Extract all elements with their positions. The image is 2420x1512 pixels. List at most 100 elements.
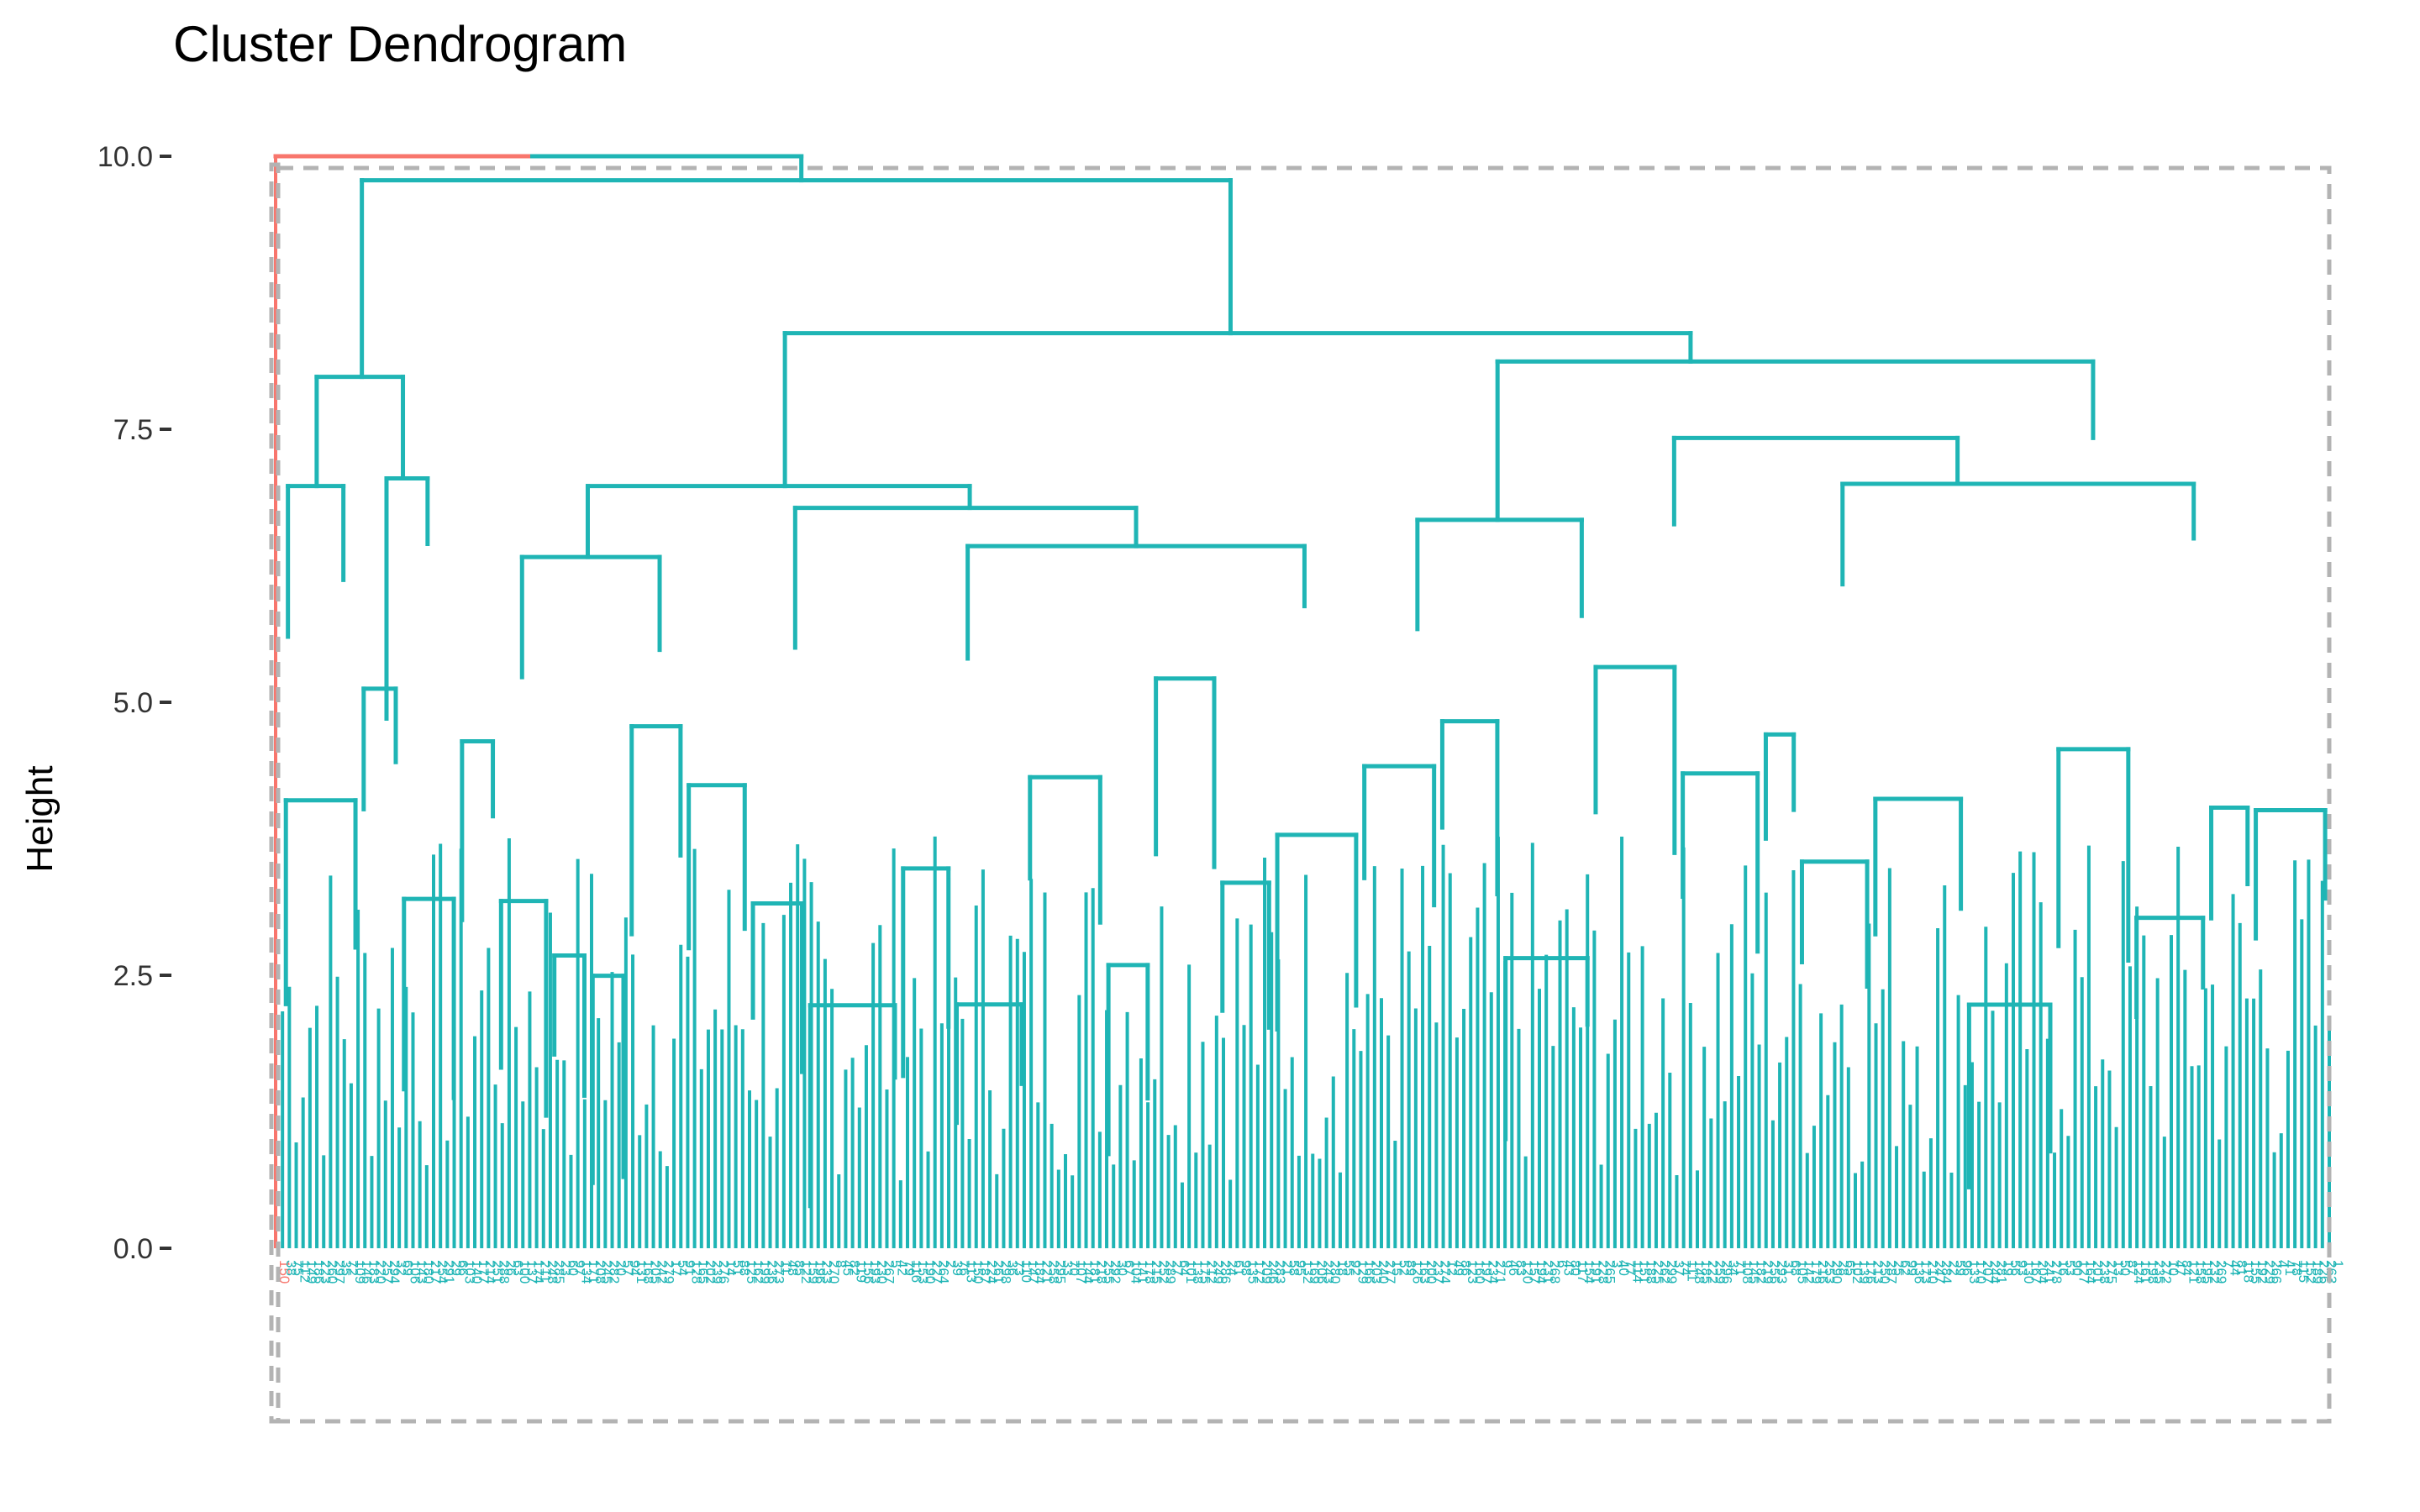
leaf-label: 288 [497, 1260, 513, 1284]
leaf-label: 184 [1032, 1260, 1048, 1284]
leaf-label: 225 [1650, 1260, 1666, 1284]
leaf-label: 178 [1142, 1260, 1158, 1284]
leaf-label: 165 [696, 1260, 712, 1284]
leaf-label: 81 [2234, 1260, 2250, 1276]
leaf-label: 137 [523, 1260, 539, 1284]
leaf-label: 12 [1444, 1260, 1460, 1276]
leaf-label: 105 [1794, 1260, 1810, 1284]
leaf-label: 113 [963, 1260, 979, 1283]
leaf-label: 224 [984, 1260, 1000, 1284]
leaf-label: 264 [936, 1260, 952, 1284]
leaf-label: 111 [1685, 1260, 1701, 1282]
leaf-label: 124 [2131, 1260, 2147, 1284]
leaf-label: 253 [1822, 1260, 1838, 1284]
leaf-label: 77 [1623, 1260, 1639, 1276]
leaf-label: 32 [393, 1260, 409, 1276]
leaf-label: 122 [798, 1260, 814, 1284]
leaf-label: 28 [1835, 1260, 1851, 1276]
leaf-label: 213 [1870, 1260, 1886, 1284]
leaf-label: 185 [1698, 1260, 1714, 1284]
leaf-label: 156 [860, 1260, 876, 1284]
leaf-label: 153 [915, 1260, 931, 1284]
leaf-label: 26 [503, 1260, 519, 1276]
leaf-label: 3 [1609, 1260, 1625, 1268]
leaf-label: 120 [1519, 1260, 1535, 1284]
leaf-label: 295 [1053, 1260, 1069, 1284]
leaf-label: 293 [1774, 1260, 1790, 1284]
leaf-label: 119 [854, 1260, 870, 1283]
leaf-label: 67 [1121, 1260, 1137, 1276]
leaf-label: 16 [2055, 1260, 2071, 1276]
leaf-label: 222 [1705, 1260, 1721, 1284]
leaf-label: 259 [1712, 1260, 1728, 1284]
leaf-label: 186 [311, 1260, 327, 1284]
leaf-label: 14 [723, 1260, 739, 1276]
leaf-label: 285 [551, 1260, 567, 1284]
leaf-label: 278 [2049, 1260, 2065, 1284]
leaf-label: 280 [1328, 1260, 1344, 1284]
leaf-label: 118 [2241, 1260, 2257, 1283]
leaf-label: 247 [1932, 1260, 1948, 1284]
leaf-label: 38 [283, 1260, 299, 1276]
leaf-label: 6 [1554, 1260, 1570, 1268]
leaf-label: 98 [1238, 1260, 1254, 1276]
leaf-label: 34 [1726, 1260, 1742, 1276]
leaf-label: 56 [2007, 1260, 2023, 1276]
leaf-label: 29 [448, 1260, 464, 1276]
leaf-label: 258 [1045, 1260, 1061, 1284]
leaf-label: 107 [1073, 1260, 1089, 1284]
leaf-label: 171 [586, 1260, 602, 1284]
leaf-label: 23 [558, 1260, 574, 1276]
leaf-label: 66 [455, 1260, 471, 1276]
leaf-label: 256 [1767, 1260, 1783, 1284]
leaf-label: 245 [599, 1260, 615, 1284]
y-tick-label: 5.0 [113, 687, 153, 719]
leaf-label: 274 [1437, 1260, 1453, 1284]
leaf-label: 161 [2138, 1260, 2154, 1284]
leaf-label: 231 [1540, 1260, 1556, 1284]
leaf-label: 284 [1939, 1260, 1954, 1284]
leaf-label: 272 [2159, 1260, 2175, 1284]
leaf-label: 45 [839, 1260, 855, 1276]
leaf-label: 130 [2021, 1260, 2037, 1284]
leaf-label: 40 [1616, 1260, 1632, 1276]
leaf-label: 140 [469, 1260, 485, 1284]
leaf-label: 279 [661, 1260, 677, 1284]
leaf-label: 172 [1252, 1260, 1268, 1284]
leaf-label: 182 [1753, 1260, 1769, 1284]
leaf-label: 102 [1849, 1260, 1865, 1284]
leaf-label: 114 [1629, 1260, 1645, 1283]
leaf-label: 150 [276, 1260, 292, 1284]
leaf-label: 97 [571, 1260, 587, 1276]
leaf-label: 215 [1149, 1260, 1165, 1284]
leaf-label: 37 [1670, 1260, 1686, 1276]
leaf-label: 260 [324, 1260, 340, 1284]
leaf-label: 85 [792, 1260, 808, 1276]
leaf-label: 18 [1334, 1260, 1350, 1276]
leaf-label: 207 [1980, 1260, 1996, 1284]
leaf-label: 79 [902, 1260, 918, 1276]
leaf-label: 195 [2200, 1260, 2216, 1284]
leaf-label: 139 [1856, 1260, 1872, 1284]
leaf-label: 254 [434, 1260, 450, 1284]
leaf-label: 157 [1527, 1260, 1543, 1284]
leaf-label: 283 [1272, 1260, 1288, 1284]
leaf-label: 194 [1534, 1260, 1549, 1284]
leaf-label: 132 [1300, 1260, 1316, 1284]
leaf-label: 150 [971, 1260, 986, 1284]
leaf-label: 69 [400, 1260, 416, 1276]
leaf-label: 221 [1039, 1260, 1055, 1284]
leaf-label: 109 [352, 1260, 368, 1284]
leaf-label: 108 [1739, 1260, 1755, 1284]
leaf-label: 143 [413, 1260, 429, 1284]
leaf-label: 80 [1568, 1260, 1584, 1276]
leaf-label: 78 [2289, 1260, 2305, 1276]
leaf-label: 159 [805, 1260, 821, 1284]
leaf-label: 206 [1313, 1260, 1329, 1284]
leaf-label: 22 [1945, 1260, 1961, 1276]
leaf-label: 110 [1018, 1260, 1034, 1283]
leaf-label: 112 [297, 1260, 313, 1283]
leaf-label: 59 [1952, 1260, 1968, 1276]
y-tick-label: 2.5 [113, 960, 153, 992]
y-axis-title: Height [19, 765, 60, 872]
